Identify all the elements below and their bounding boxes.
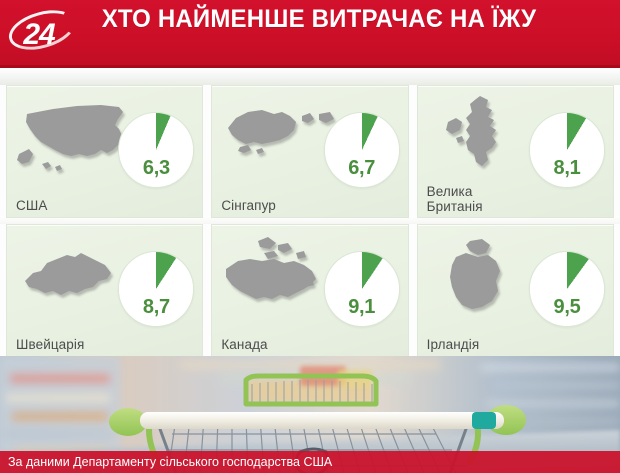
country-label: Канада — [221, 337, 268, 352]
country-label: Ірландія — [426, 337, 480, 352]
pie-chart-uk: 8,1 — [528, 112, 605, 188]
cards-row-1: США 6,3 Сінгапур — [0, 85, 620, 218]
page-title: ХТО НАЙМЕНШЕ ВИТРАЧАЄ НА ЇЖУ — [101, 5, 537, 33]
pie-chart-singapore: 6,7 — [323, 112, 400, 188]
country-card-uk[interactable]: Велика Британія 8,1 — [416, 85, 614, 218]
header-bar: 24 ХТО НАЙМЕНШЕ ВИТРАЧАЄ НА ЇЖУ — [0, 0, 620, 68]
pie-value: 9,1 — [348, 296, 376, 318]
pie-value: 6,3 — [142, 157, 170, 179]
pie-wedge — [119, 113, 194, 187]
cards-row-2: Швейцарія 8,7 — [0, 224, 620, 357]
pie-wedge — [119, 252, 194, 326]
switzerland-map-icon — [15, 231, 135, 319]
canada-map-icon — [220, 231, 340, 319]
logo-number: 24 — [23, 18, 55, 51]
country-card-singapore[interactable]: Сінгапур 6,7 — [211, 85, 409, 218]
country-card-ireland[interactable]: Ірландія 9,5 — [416, 224, 614, 357]
pie-value: 6,7 — [348, 157, 376, 179]
pie-chart-ireland: 9,5 — [528, 251, 605, 327]
pie-value: 8,1 — [553, 157, 581, 179]
channel-24-logo: 24 — [4, 3, 80, 60]
pie-value: 9,5 — [553, 296, 581, 318]
pie-wedge — [324, 252, 399, 326]
country-card-usa[interactable]: США 6,3 — [6, 85, 204, 218]
pie-wedge — [324, 113, 399, 187]
pie-chart-switzerland: 8,7 — [118, 251, 195, 327]
usa-map-icon — [15, 92, 135, 180]
country-label: США — [16, 198, 48, 213]
ireland-map-icon — [426, 231, 546, 319]
pie-value: 8,7 — [142, 296, 170, 318]
cards-area: США 6,3 Сінгапур — [0, 68, 620, 357]
row-divider — [0, 216, 620, 224]
country-label: Велика Британія — [426, 184, 483, 214]
pie-wedge — [529, 113, 604, 187]
singapore-map-icon — [220, 92, 340, 180]
source-text: За даними Департаменту сільського господ… — [8, 455, 333, 469]
country-label: Швейцарія — [16, 337, 85, 352]
country-label: Сінгапур — [221, 198, 276, 213]
country-card-canada[interactable]: Канада 9,1 — [211, 224, 409, 357]
pie-chart-usa: 6,3 — [118, 112, 195, 188]
country-card-switzerland[interactable]: Швейцарія 8,7 — [6, 224, 204, 357]
supermarket-cart-photo: За даними Департаменту сільського господ… — [0, 356, 620, 473]
source-footer: За даними Департаменту сільського господ… — [0, 451, 620, 473]
top-sheen — [0, 68, 620, 85]
pie-chart-canada: 9,1 — [323, 251, 400, 327]
pie-wedge — [529, 252, 604, 326]
uk-map-icon — [426, 92, 546, 180]
